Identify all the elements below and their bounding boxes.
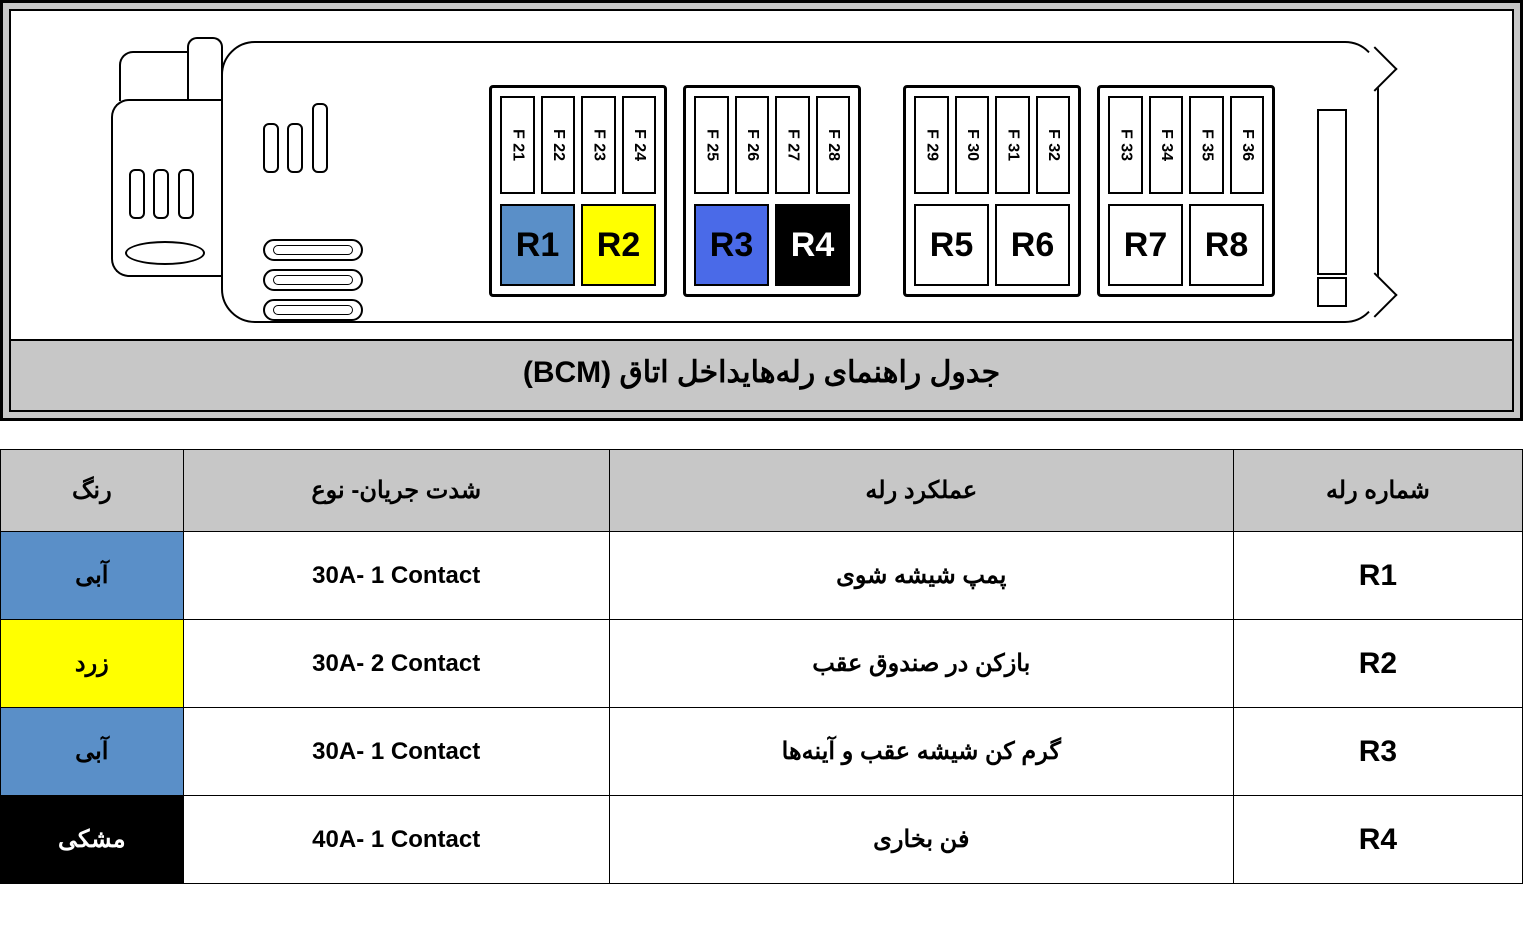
relay-slot: R2 bbox=[581, 204, 656, 286]
fuse-slot: F 23 bbox=[581, 96, 616, 194]
cell-function: پمپ شیشه شوی bbox=[609, 532, 1233, 620]
port-icon bbox=[287, 123, 303, 173]
port-group bbox=[129, 169, 198, 224]
header-func: عملکرد رله bbox=[609, 450, 1233, 532]
port-icon bbox=[125, 241, 205, 265]
port-icon bbox=[312, 103, 328, 173]
table-row: زرد30A- 2 Contactبازکن در صندوق عقبR2 bbox=[1, 620, 1523, 708]
cell-relay-number: R3 bbox=[1233, 708, 1522, 796]
cell-color: زرد bbox=[1, 620, 184, 708]
port-icon bbox=[263, 269, 363, 291]
caption: جدول راهنمای رله‌هایداخل اتاق (BCM) bbox=[11, 341, 1512, 410]
relay-slot: R8 bbox=[1189, 204, 1264, 286]
cell-relay-number: R2 bbox=[1233, 620, 1522, 708]
bcm-diagram: F 21F 22F 23F 24 R1R2 F 25F 26F 27F 28 R3R4… bbox=[11, 11, 1512, 341]
port-icon bbox=[153, 169, 169, 219]
bcm-left-extension bbox=[111, 99, 223, 277]
bcm-notch bbox=[119, 51, 189, 101]
header-num: شماره رله bbox=[1233, 450, 1522, 532]
fuse-relay-block: F 21F 22F 23F 24 R1R2 bbox=[489, 85, 667, 297]
table-row: مشکی40A- 1 Contactفن بخاریR4 bbox=[1, 796, 1523, 884]
fuse-slot: F 32 bbox=[1036, 96, 1071, 194]
fuse-slot: F 24 bbox=[622, 96, 657, 194]
table-row: آبی30A- 1 Contactپمپ شیشه شویR1 bbox=[1, 532, 1523, 620]
cell-function: بازکن در صندوق عقب bbox=[609, 620, 1233, 708]
relay-table: رنگ شدت جریان- نوع عملکرد رله شماره رله … bbox=[0, 449, 1523, 884]
bcm-notch bbox=[187, 37, 223, 103]
cell-type: 30A- 2 Contact bbox=[183, 620, 609, 708]
fuse-slot: F 27 bbox=[775, 96, 810, 194]
fuse-slot: F 30 bbox=[955, 96, 990, 194]
relay-slot: R1 bbox=[500, 204, 575, 286]
cell-relay-number: R4 bbox=[1233, 796, 1522, 884]
cell-color: آبی bbox=[1, 708, 184, 796]
relay-slot: R5 bbox=[914, 204, 989, 286]
port-group bbox=[263, 103, 332, 178]
relay-slot: R4 bbox=[775, 204, 850, 286]
relay-slot: R7 bbox=[1108, 204, 1183, 286]
fuse-slot: F 34 bbox=[1149, 96, 1184, 194]
cell-color: مشکی bbox=[1, 796, 184, 884]
cell-color: آبی bbox=[1, 532, 184, 620]
connector-icon bbox=[1317, 277, 1347, 307]
port-icon bbox=[129, 169, 145, 219]
port-icon bbox=[263, 239, 363, 261]
cell-function: فن بخاری bbox=[609, 796, 1233, 884]
header-type: شدت جریان- نوع bbox=[183, 450, 609, 532]
table-row: آبی30A- 1 Contactگرم کن شیشه عقب و آینه‌… bbox=[1, 708, 1523, 796]
connector-icon bbox=[1317, 109, 1347, 275]
cell-type: 30A- 1 Contact bbox=[183, 532, 609, 620]
fuse-slot: F 29 bbox=[914, 96, 949, 194]
fuse-slot: F 22 bbox=[541, 96, 576, 194]
cell-type: 40A- 1 Contact bbox=[183, 796, 609, 884]
fuse-relay-block: F 25F 26F 27F 28 R3R4 bbox=[683, 85, 861, 297]
fuse-slot: F 35 bbox=[1189, 96, 1224, 194]
cell-function: گرم کن شیشه عقب و آینه‌ها bbox=[609, 708, 1233, 796]
fuse-slot: F 36 bbox=[1230, 96, 1265, 194]
port-group bbox=[263, 231, 363, 321]
panel-frame: F 21F 22F 23F 24 R1R2 F 25F 26F 27F 28 R3R4… bbox=[0, 0, 1523, 421]
fuse-relay-block: F 29F 30F 31F 32 R5R6 bbox=[903, 85, 1081, 297]
table-header-row: رنگ شدت جریان- نوع عملکرد رله شماره رله bbox=[1, 450, 1523, 532]
fuse-relay-block: F 33F 34F 35F 36 R7R8 bbox=[1097, 85, 1275, 297]
fuse-slot: F 31 bbox=[995, 96, 1030, 194]
fuse-slot: F 26 bbox=[735, 96, 770, 194]
bcm-body: F 21F 22F 23F 24 R1R2 F 25F 26F 27F 28 R3R4… bbox=[221, 41, 1379, 323]
relay-slot: R3 bbox=[694, 204, 769, 286]
panel-inner: F 21F 22F 23F 24 R1R2 F 25F 26F 27F 28 R3R4… bbox=[9, 9, 1514, 412]
cell-type: 30A- 1 Contact bbox=[183, 708, 609, 796]
fuse-slot: F 28 bbox=[816, 96, 851, 194]
fuse-slot: F 21 bbox=[500, 96, 535, 194]
fuse-slot: F 33 bbox=[1108, 96, 1143, 194]
port-icon bbox=[263, 123, 279, 173]
port-icon bbox=[178, 169, 194, 219]
port-icon bbox=[263, 299, 363, 321]
cell-relay-number: R1 bbox=[1233, 532, 1522, 620]
relay-slot: R6 bbox=[995, 204, 1070, 286]
header-color: رنگ bbox=[1, 450, 184, 532]
fuse-slot: F 25 bbox=[694, 96, 729, 194]
